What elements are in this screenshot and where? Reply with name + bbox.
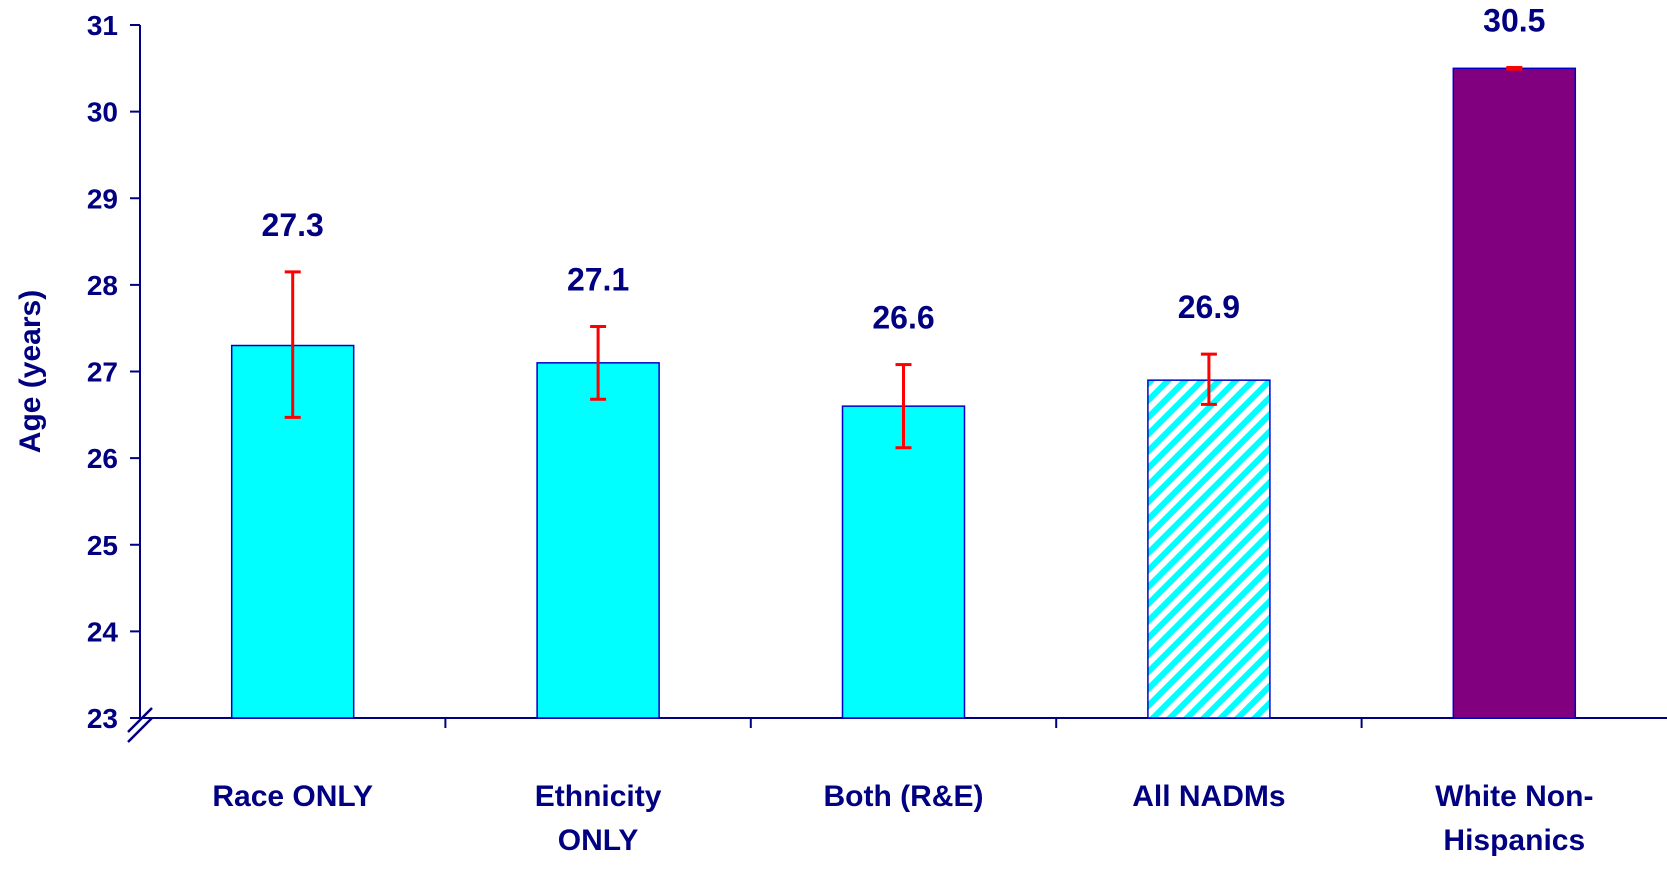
- y-tick-label: 29: [87, 183, 118, 214]
- bar: [1453, 68, 1575, 718]
- y-tick-label: 30: [87, 97, 118, 128]
- y-tick-label: 23: [87, 703, 118, 734]
- bar: [537, 363, 659, 718]
- y-tick-label: 28: [87, 270, 118, 301]
- x-tick-label: Race ONLY: [212, 780, 373, 813]
- plot-area: 23 24 25 26 27 28 29 30 31 Age (years) 27.3 Race ON…: [14, 2, 1667, 857]
- y-tick-label: 26: [87, 443, 118, 474]
- y-axis-title: Age (years): [14, 290, 47, 453]
- y-tick-label: 31: [87, 10, 118, 41]
- x-tick-label: All NADMs: [1132, 780, 1285, 813]
- x-tick-label: ONLY: [558, 824, 639, 857]
- data-label: 27.3: [262, 207, 324, 243]
- x-tick-label: Both (R&E): [824, 780, 984, 813]
- x-tick-label: Ethnicity: [535, 780, 662, 813]
- data-label: 27.1: [567, 261, 629, 297]
- data-label: 26.9: [1178, 289, 1240, 325]
- data-label: 26.6: [872, 300, 934, 336]
- y-tick-label: 25: [87, 530, 118, 561]
- data-label: 30.5: [1483, 2, 1545, 38]
- bar: [843, 406, 965, 718]
- y-tick-label: 24: [87, 616, 119, 647]
- bar: [1148, 380, 1270, 718]
- x-tick-label: Hispanics: [1443, 824, 1585, 857]
- x-tick-label: White Non-: [1435, 780, 1593, 813]
- y-tick-label: 27: [87, 357, 118, 388]
